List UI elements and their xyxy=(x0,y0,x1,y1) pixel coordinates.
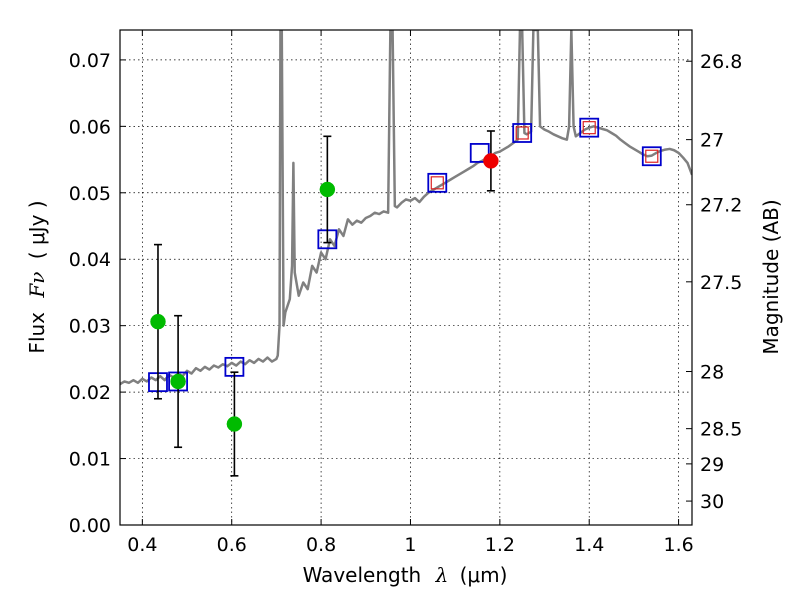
y-tick-label: 0.02 xyxy=(69,382,111,404)
mag-tick-label: 29 xyxy=(700,454,724,476)
y-tick-label: 0.01 xyxy=(69,449,111,471)
y-tick-label: 0.05 xyxy=(69,183,111,205)
x-tick-label: 1.4 xyxy=(574,534,604,556)
plot-area xyxy=(120,30,692,477)
observed-point-green xyxy=(226,416,243,432)
mag-tick-label: 28.5 xyxy=(700,419,742,441)
y-tick-label: 0.03 xyxy=(69,316,111,338)
mag-tick-label: 27 xyxy=(700,130,724,152)
y-tick-label: 0.07 xyxy=(69,50,111,72)
x-tick-label: 1.6 xyxy=(663,534,693,556)
x-tick-label: 0.6 xyxy=(217,534,247,556)
y-tick-label: 0.04 xyxy=(69,249,111,271)
observed-point-green xyxy=(150,313,166,330)
grid xyxy=(120,30,692,526)
model-point-blue-square xyxy=(512,123,533,143)
x-axis-label: Wavelength λ (μm) xyxy=(303,563,508,587)
model-point-blue-square xyxy=(641,146,662,167)
y-tick-label: 0.06 xyxy=(69,116,111,138)
mag-tick-label: 28 xyxy=(700,362,724,384)
x-tick-label: 1 xyxy=(404,534,416,556)
x-tick-label: 0.8 xyxy=(306,534,336,556)
plot-frame xyxy=(119,29,693,526)
mag-tick-label: 27.5 xyxy=(700,272,742,294)
model-point-red-square xyxy=(645,149,659,163)
observed-point-green xyxy=(170,373,186,390)
y-tick-label: 0.00 xyxy=(69,515,111,537)
y-axis-label: Flux Fν ( μJy ) xyxy=(25,200,49,353)
model-point-blue-square xyxy=(469,143,490,163)
model-point-red-square xyxy=(430,176,444,190)
y2-axis-label: Magnitude (AB) xyxy=(759,199,783,354)
observed-point-red xyxy=(483,153,499,169)
mag-tick-label: 30 xyxy=(700,491,724,513)
ticks: 0.4 0.6 0.8 1 1.2 1.4 1.6 0.00 0.01 0.02 0.03 0.04 0… xyxy=(69,30,742,556)
x-tick-label: 0.4 xyxy=(127,534,157,556)
mag-tick-label: 26.8 xyxy=(700,51,742,73)
mag-tick-label: 27.2 xyxy=(700,195,742,217)
axes-frame xyxy=(119,29,693,526)
model-point-red-square xyxy=(515,126,529,140)
x-tick-label: 1.2 xyxy=(485,534,515,556)
model-point-blue-square xyxy=(427,172,448,193)
model-point-red-square xyxy=(582,121,596,135)
observed-point-green xyxy=(319,181,336,198)
model-point-blue-square xyxy=(579,117,600,138)
sed-model-line xyxy=(120,30,692,386)
